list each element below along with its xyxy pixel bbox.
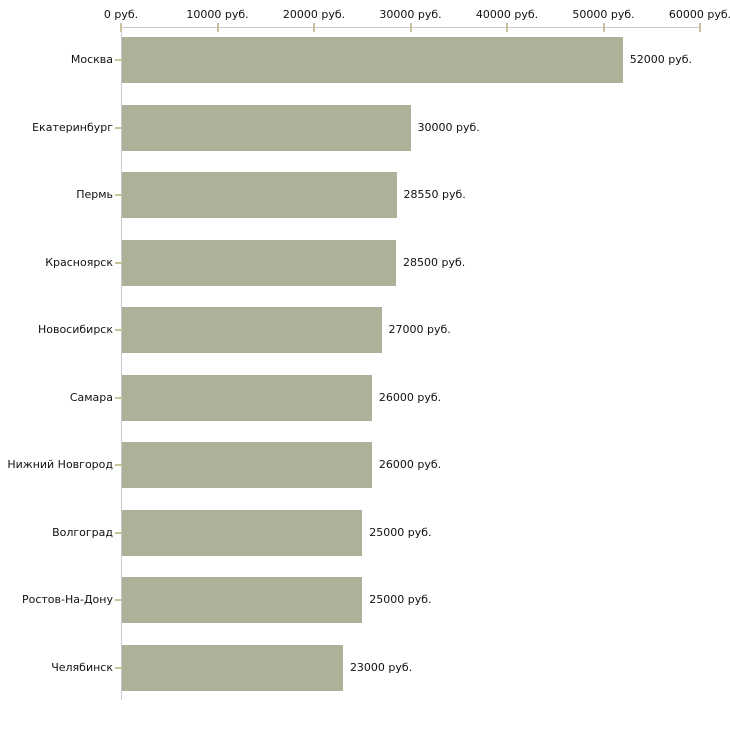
bar	[122, 37, 623, 83]
y-axis-line	[121, 27, 122, 700]
x-axis-tick	[699, 23, 701, 32]
category-label: Самара	[69, 390, 113, 404]
category-tick	[115, 531, 122, 534]
x-axis-tick-label: 0 руб.	[103, 8, 139, 21]
value-label: 28550 руб.	[403, 188, 466, 201]
category-label: Пермь	[76, 188, 113, 201]
value-label: 26000 руб.	[378, 458, 442, 471]
category-tick	[115, 59, 122, 61]
x-axis-tick	[216, 23, 219, 32]
category-label: Москва	[70, 53, 113, 66]
category-tick	[115, 194, 122, 196]
bar	[122, 577, 363, 623]
category-label: Ростов-На-Дону	[21, 593, 113, 606]
bar	[122, 307, 382, 353]
value-label: 27000 руб.	[388, 323, 451, 336]
category-label: Волгоград	[52, 525, 113, 539]
category-tick	[115, 396, 122, 399]
x-axis-tick	[120, 23, 122, 32]
x-axis-tick	[313, 23, 315, 32]
x-axis-tick	[409, 23, 412, 32]
category-tick	[115, 329, 122, 331]
bar	[122, 509, 363, 556]
bar	[122, 104, 411, 151]
bar	[122, 172, 397, 218]
x-axis-tick-label: 60000 руб.	[668, 8, 730, 21]
x-axis-tick	[602, 23, 605, 32]
value-label: 25000 руб.	[369, 525, 432, 539]
category-tick	[115, 599, 122, 601]
bar	[122, 374, 372, 421]
bar	[122, 442, 372, 488]
category-tick	[115, 261, 122, 264]
category-label: Челябинск	[51, 660, 113, 674]
x-axis-tick-label: 40000 руб.	[475, 8, 539, 21]
value-label: 30000 руб.	[417, 120, 480, 134]
x-axis-tick-label: 50000 руб.	[572, 8, 635, 21]
bar	[122, 239, 397, 286]
x-axis-tick-label: 30000 руб.	[379, 8, 442, 21]
value-label: 26000 руб.	[378, 390, 442, 404]
x-axis-tick-label: 20000 руб.	[282, 8, 346, 21]
category-tick	[115, 464, 122, 466]
category-label: Красноярск	[45, 255, 113, 269]
bar	[122, 644, 343, 691]
x-axis-tick	[506, 23, 508, 32]
value-label: 28500 руб.	[403, 255, 466, 269]
category-tick	[115, 666, 122, 669]
category-label: Новосибирск	[37, 323, 113, 336]
value-label: 52000 руб.	[629, 53, 693, 66]
category-label: Екатеринбург	[32, 120, 113, 134]
value-label: 25000 руб.	[369, 593, 432, 606]
category-tick	[115, 126, 122, 129]
category-label: Нижний Новгород	[7, 458, 113, 471]
x-axis-tick-label: 10000 руб.	[186, 8, 249, 21]
value-label: 23000 руб.	[349, 660, 413, 674]
